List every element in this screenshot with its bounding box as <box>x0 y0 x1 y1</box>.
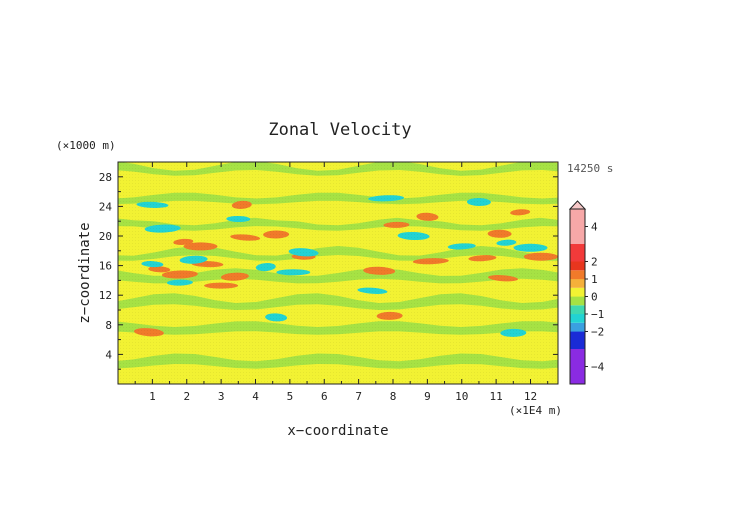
y-tick-label: 16 <box>99 260 112 273</box>
chart-title: Zonal Velocity <box>268 120 411 140</box>
x-tick-label: 2 <box>183 390 190 403</box>
colorbar-segment <box>570 314 585 323</box>
colorbar-segment <box>570 322 585 332</box>
x-tick-label: 12 <box>524 390 537 403</box>
y-tick-label: 12 <box>99 289 112 302</box>
x-tick-label: 7 <box>355 390 362 403</box>
x-tick-label: 11 <box>490 390 503 403</box>
colorbar-segment <box>570 279 585 288</box>
colorbar-tick-label: −1 <box>591 308 604 321</box>
time-label: 14250 s <box>567 162 613 175</box>
colorbar-ticks: 4 2 1 0 −1 −2 −4 <box>585 221 605 374</box>
colorbar-segment <box>570 305 585 315</box>
x-tick-label: 1 <box>149 390 156 403</box>
x-tick-label: 3 <box>218 390 225 403</box>
plot-area <box>118 162 558 384</box>
y-tick-label: 4 <box>105 348 112 361</box>
y-axis-label: z−coordinate <box>77 222 93 323</box>
colorbar-segment <box>570 331 585 349</box>
colorbar-segment <box>570 287 585 297</box>
colorbar <box>568 200 587 385</box>
colorbar-tick-label: 2 <box>591 256 598 269</box>
colorbar-segment <box>570 349 585 384</box>
y-tick-label: 28 <box>99 171 112 184</box>
x-tick-label: 4 <box>252 390 259 403</box>
x-tick-label: 10 <box>455 390 468 403</box>
x-tick-label: 9 <box>424 390 431 403</box>
y-tick-label: 20 <box>99 230 112 243</box>
colorbar-tick-label: 1 <box>591 273 598 286</box>
y-axis: 4 8 12 16 20 24 28 <box>99 171 558 370</box>
colorbar-tick-label: 4 <box>591 221 598 234</box>
y-tick-label: 8 <box>105 319 112 332</box>
colorbar-segment <box>570 244 585 262</box>
colorbar-segment <box>570 261 585 271</box>
colorbar-tick-label: 0 <box>591 291 598 304</box>
y-unit-label: (×1000 m) <box>56 139 116 152</box>
x-tick-label: 8 <box>390 390 397 403</box>
colorbar-extend-arrow <box>568 200 587 210</box>
colorbar-tick-label: −4 <box>591 361 605 374</box>
x-tick-label: 6 <box>321 390 328 403</box>
colorbar-segment <box>570 296 585 306</box>
plot-frame <box>117 161 559 385</box>
x-axis: 1 2 3 4 5 6 7 8 9 10 11 12 <box>134 162 549 403</box>
x-unit-label: (×1E4 m) <box>509 404 562 417</box>
x-axis-label: x−coordinate <box>287 423 388 439</box>
colorbar-tick-label: −2 <box>591 326 604 339</box>
colorbar-segment <box>570 209 585 244</box>
colorbar-segment <box>570 270 585 280</box>
x-tick-label: 5 <box>287 390 294 403</box>
y-tick-label: 24 <box>99 200 113 213</box>
